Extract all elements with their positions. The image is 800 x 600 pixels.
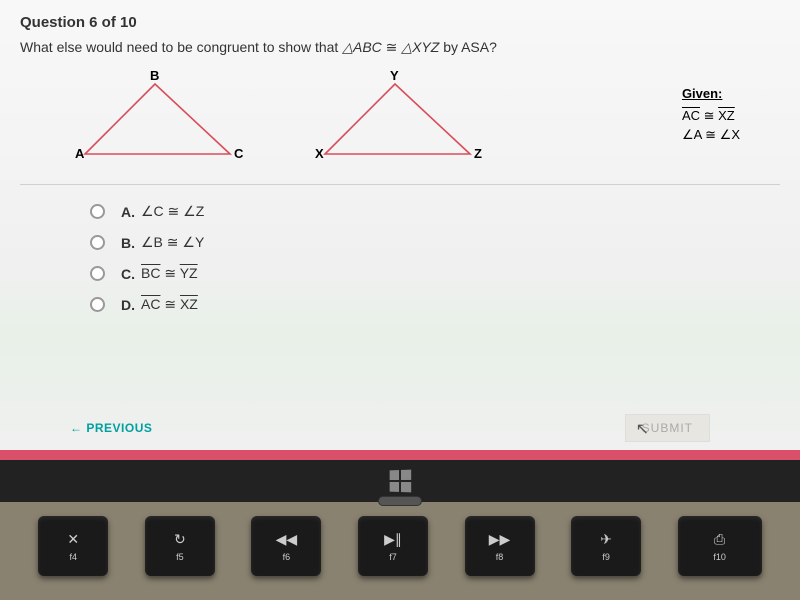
triangles-diagram: A B C X Y Z Given: AC ≅ XZ ∠A ≅ ∠X [70,66,780,176]
answer-option-c[interactable]: C. BC ≅ YZ [90,265,780,282]
congruent-symbol: ≅ [386,39,402,55]
nav-bar: PREVIOUS ↖ SUBMIT [0,406,800,450]
laptop-chassis: ✕f4 ↻f5 ◀◀f6 ▶∥f7 ▶▶f8 ✈f9 ⎙f10 [0,460,800,600]
given-title: Given: [682,84,740,104]
key-f8[interactable]: ▶▶f8 [465,516,535,576]
svg-text:Y: Y [390,68,399,83]
bezel-edge [0,450,800,460]
question-number: Question 6 of 10 [20,14,780,31]
key-f6[interactable]: ◀◀f6 [251,516,321,576]
answer-label: A. [121,204,135,220]
previous-button[interactable]: PREVIOUS [70,421,152,435]
separator [20,184,780,185]
answer-label: B. [121,235,135,251]
key-f5[interactable]: ↻f5 [145,516,215,576]
answer-option-a[interactable]: A. ∠C ≅ ∠Z [90,203,780,220]
answers-list: A. ∠C ≅ ∠Z B. ∠B ≅ ∠Y C. BC ≅ YZ D. AC ≅… [90,203,780,313]
answer-option-b[interactable]: B. ∠B ≅ ∠Y [90,234,780,251]
radio-icon[interactable] [90,204,105,219]
key-f4[interactable]: ✕f4 [38,516,108,576]
question-text: What else would need to be congruent to … [20,39,780,56]
key-f7[interactable]: ▶∥f7 [358,516,428,576]
cursor-icon: ↖ [636,419,650,439]
radio-icon[interactable] [90,297,105,312]
answer-option-d[interactable]: D. AC ≅ XZ [90,296,780,313]
quiz-screen: Question 6 of 10 What else would need to… [0,0,800,450]
given-line-2: ∠A ≅ ∠X [682,125,740,145]
svg-text:X: X [315,146,324,161]
svg-text:A: A [75,146,85,161]
given-box: Given: AC ≅ XZ ∠A ≅ ∠X [682,84,740,145]
answer-text: ∠C ≅ ∠Z [141,203,204,220]
svg-text:C: C [234,146,244,161]
question-prefix: What else would need to be congruent to … [20,39,342,55]
submit-button[interactable]: ↖ SUBMIT [625,414,710,442]
svg-text:B: B [150,68,159,83]
answer-label: C. [121,266,135,282]
question-suffix: by ASA? [443,39,497,55]
answer-text: BC ≅ YZ [141,265,198,282]
triangle-xyz: X Y Z [310,66,490,176]
hinge-pill [378,496,422,506]
key-f9[interactable]: ✈f9 [571,516,641,576]
answer-label: D. [121,297,135,313]
triangle-abc-text: △ABC [342,39,382,56]
radio-icon[interactable] [90,235,105,250]
triangle-abc: A B C [70,66,250,176]
answer-text: ∠B ≅ ∠Y [141,234,204,251]
keyboard-row: ✕f4 ↻f5 ◀◀f6 ▶∥f7 ▶▶f8 ✈f9 ⎙f10 [0,516,800,576]
answer-text: AC ≅ XZ [141,296,198,313]
hinge-bar [0,460,800,502]
triangle-xyz-text: △XYZ [401,39,439,56]
key-f10[interactable]: ⎙f10 [678,516,762,576]
windows-logo-icon [390,470,412,493]
given-line-1: AC ≅ XZ [682,106,740,126]
svg-text:Z: Z [474,146,482,161]
radio-icon[interactable] [90,266,105,281]
